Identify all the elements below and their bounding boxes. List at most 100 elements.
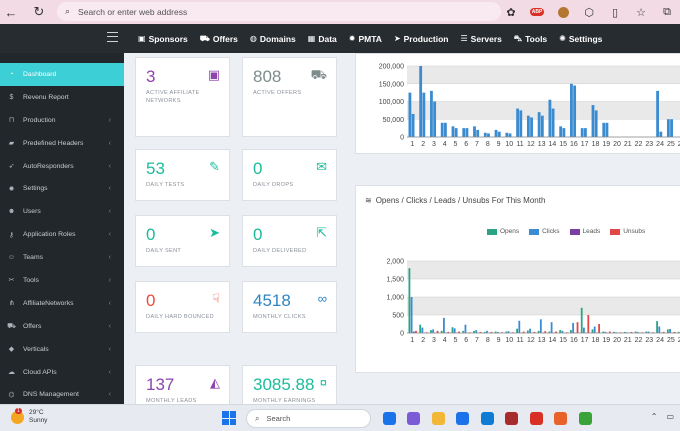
stat-label: DAILY SENT	[146, 248, 182, 254]
bar	[670, 119, 673, 137]
y-tick-label: 0	[400, 135, 404, 142]
stat-value: 0	[146, 291, 156, 310]
top-menu: ▣ Sponsors ⛟ Offers ◍ Domains ▦ Data ✹ PMTA ➤ Produ…	[138, 24, 614, 53]
taskbar-app-icon[interactable]	[500, 410, 525, 427]
taskbar-app-icon[interactable]	[573, 410, 598, 427]
x-tick-label: 10	[505, 141, 513, 148]
taskbar-app-icon[interactable]	[426, 410, 451, 427]
sidebar-item-cloud-apis[interactable]: ☁ Cloud APIs ‹	[0, 361, 124, 384]
bar	[537, 330, 540, 333]
x-tick-label: 19	[602, 141, 610, 148]
reload-icon[interactable]: ↻	[33, 4, 45, 19]
collections-icon[interactable]: ⧉	[663, 5, 671, 18]
topnav-servers[interactable]: ☰ Servers	[461, 34, 502, 44]
bar	[559, 330, 562, 333]
topnav-offers[interactable]: ⛟ Offers	[200, 34, 238, 44]
paper-plane-icon: ➤	[393, 34, 401, 43]
legend-item[interactable]: Leads	[569, 228, 601, 235]
bar	[551, 108, 555, 137]
sidebar-item-verticals[interactable]: ◆ Verticals ‹	[0, 338, 124, 361]
legend-swatch	[529, 228, 540, 235]
topnav-pmta[interactable]: ✹ PMTA	[349, 34, 382, 44]
bar	[548, 331, 551, 333]
topnav-production[interactable]: ➤ Production	[394, 34, 449, 44]
x-tick-label: 11	[516, 337, 523, 344]
legend-item[interactable]: Opens	[487, 228, 519, 235]
topnav-settings[interactable]: ✺ Settings	[559, 34, 602, 44]
sidebar-item-autoresponders[interactable]: ➶ AutoResponders ‹	[0, 155, 124, 178]
sidebar-item-dashboard[interactable]: ◔ Dashboard	[0, 63, 124, 86]
x-tick-label: 25	[667, 141, 675, 148]
sidebar-item-application-roles[interactable]: ⚷ Application Roles ‹	[0, 223, 124, 246]
bar	[636, 331, 639, 333]
taskbar-app-icon[interactable]	[451, 410, 476, 427]
system-tray: ⌃ ▭	[642, 412, 674, 421]
layers-icon: ≋	[365, 196, 372, 205]
panel-title: ≋ Opens / Clicks / Leads / Unsubs For Thi…	[365, 196, 545, 205]
x-tick-label: 22	[635, 141, 643, 148]
sidebar-item-revenu-report[interactable]: $ Revenu Report	[0, 86, 124, 109]
topnav-tools[interactable]: ⛍ Tools	[514, 34, 547, 44]
windows-start-icon[interactable]	[222, 411, 236, 425]
sidebar-item-affiliatenetworks[interactable]: ⋔ AffiliateNetworks ‹	[0, 292, 124, 315]
tray-chevron-icon[interactable]: ⌃	[650, 412, 658, 421]
bar	[647, 331, 650, 333]
bar	[468, 332, 471, 333]
stat-value: 137	[146, 375, 175, 394]
sidebar-item-settings[interactable]: ✹ Settings ‹	[0, 177, 124, 200]
taskbar-search[interactable]: ⌕ Search	[246, 409, 371, 428]
bar	[433, 101, 437, 137]
sidebar-item-dns-management[interactable]: ⌬ DNS Management ‹	[0, 383, 124, 404]
x-tick-label: 3	[432, 337, 436, 344]
sidebar-item-offers[interactable]: ⛟ Offers ‹	[0, 315, 124, 338]
link-icon: ∞	[317, 291, 327, 306]
x-tick-label: 9	[497, 337, 501, 344]
favorite-icon[interactable]: ☆	[636, 6, 646, 19]
sidebar-item-users[interactable]: ☻ Users ‹	[0, 200, 124, 223]
bar	[458, 331, 460, 333]
topnav-data[interactable]: ▦ Data	[308, 34, 337, 44]
y-tick-label: 50,000	[383, 117, 405, 124]
weather-widget[interactable]: 1 29°C Sunny	[11, 407, 47, 425]
display-icon[interactable]: ▭	[666, 412, 674, 421]
bar	[570, 83, 573, 137]
x-tick-label: 3	[432, 141, 436, 148]
bar	[465, 128, 469, 137]
taskbar-app-icon[interactable]	[524, 410, 549, 427]
topnav-domains[interactable]: ◍ Domains	[250, 34, 296, 44]
extensions-icon[interactable]: ⬡	[584, 6, 594, 19]
legend-item[interactable]: Unsubs	[610, 228, 645, 235]
adblock-icon[interactable]: ABP	[524, 8, 550, 16]
sidebar-item-label: Predefined Headers	[23, 139, 84, 147]
bar	[464, 324, 467, 333]
sidebar-item-tools[interactable]: ✂ Tools ‹	[0, 269, 124, 292]
legend-item[interactable]: Clicks	[529, 228, 560, 235]
taskbar-app-icon[interactable]	[549, 410, 574, 427]
bar	[598, 324, 600, 333]
bar	[630, 331, 633, 333]
stat-label: DAILY DELIVERED	[253, 248, 307, 254]
back-icon[interactable]: ←	[4, 4, 18, 20]
hamburger-icon[interactable]	[107, 32, 118, 42]
sidebar-item-predefined-headers[interactable]: ▰ Predefined Headers ‹	[0, 132, 124, 155]
topnav-sponsors[interactable]: ▣ Sponsors	[138, 34, 188, 44]
sidebar-item-production[interactable]: ⊓ Production ‹	[0, 109, 124, 132]
grid-band	[407, 66, 680, 84]
taskbar-app-icon[interactable]	[402, 410, 427, 427]
cookie-icon[interactable]	[550, 6, 576, 18]
legend-swatch	[569, 228, 580, 235]
extension-puzzle-icon[interactable]: ✿	[506, 6, 516, 19]
address-bar[interactable]: ⌕ Search or enter web address	[57, 2, 501, 21]
stat-card: 4518 MONTHLY CLICKS ∞	[242, 281, 337, 333]
split-view-icon[interactable]: ▯	[611, 6, 619, 19]
bar	[615, 332, 618, 333]
chevron-left-icon: ‹	[108, 254, 111, 262]
key-icon: ⚷	[8, 231, 15, 239]
taskbar-app-icon[interactable]	[377, 410, 402, 427]
taskbar-app-icon[interactable]	[475, 410, 500, 427]
bar	[583, 327, 585, 333]
sidebar-item-teams[interactable]: ☺ Teams ‹	[0, 246, 124, 269]
legend-label: Leads	[582, 228, 601, 235]
